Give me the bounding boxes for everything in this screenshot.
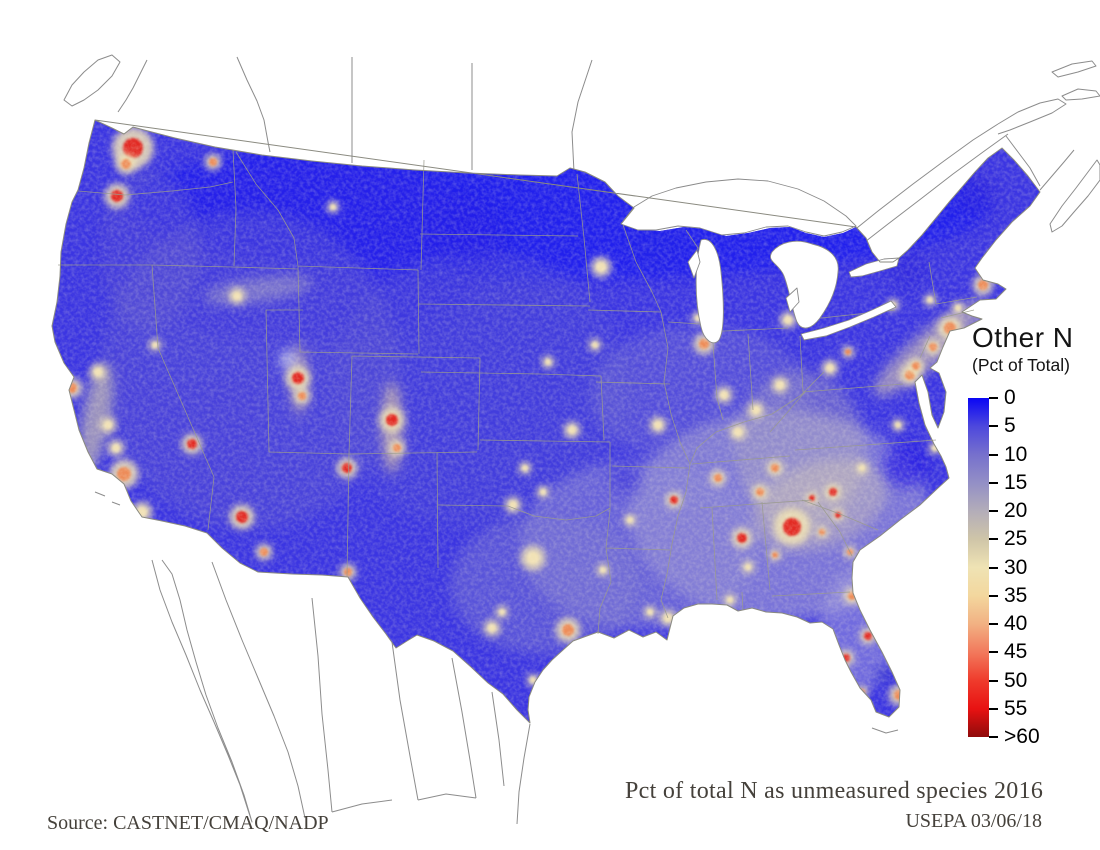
- colorbar-tick-label: 30: [1004, 555, 1028, 579]
- colorbar: [968, 398, 989, 737]
- legend-title: Other N: [972, 322, 1074, 353]
- colorbar-tick-label: 5: [1004, 414, 1016, 438]
- colorbar-tick: [989, 707, 998, 710]
- coahuila-nuevo-leon-border: [451, 657, 477, 799]
- tamaulipas-coast: [516, 723, 531, 825]
- anticosti-outline: [1051, 60, 1097, 78]
- st-lawrence-north-bank: [841, 123, 999, 241]
- state-borders: [58, 149, 978, 635]
- mexico-interior-lines: [331, 793, 477, 813]
- bc-alberta-border: [236, 56, 271, 153]
- colorbar-tick: [989, 453, 998, 456]
- sonora-chihuahua-border: [311, 597, 333, 813]
- channel-islands: [94, 491, 121, 506]
- baja-outline: [151, 559, 253, 823]
- lake-erie: [800, 300, 897, 341]
- saginaw-bay: [785, 287, 800, 313]
- data-source-note: Source: CASTNET/CMAQ/NADP: [47, 812, 329, 834]
- figure-caption: Pct of total N as unmeasured species 201…: [625, 778, 1044, 804]
- sonora-coast: [211, 561, 306, 819]
- florida-keys: [871, 727, 899, 734]
- chihuahua-coahuila-border: [391, 641, 419, 801]
- colorbar-tick-label: 50: [1004, 668, 1028, 692]
- colorbar-tick: [989, 481, 998, 484]
- colorbar-tick-label: 25: [1004, 527, 1028, 551]
- colorbar-tick: [989, 623, 998, 625]
- agency-datestamp: USEPA 03/06/18: [905, 810, 1042, 832]
- colorbar-tick-label: 20: [1004, 499, 1028, 522]
- nova-scotia-outline: [1049, 159, 1100, 233]
- great-lakes: [620, 178, 900, 344]
- colorbar-tick-label: 45: [1004, 640, 1028, 664]
- legend-subtitle: (Pct of Total): [972, 355, 1070, 375]
- gaspe-outline: [997, 98, 1067, 135]
- pei-outline: [1061, 88, 1100, 101]
- lake-ontario: [848, 257, 900, 278]
- new-brunswick-coast: [1005, 135, 1075, 191]
- colorbar-tick: [989, 510, 998, 512]
- hotspot-portland-me: [992, 252, 998, 258]
- us-outline: [51, 119, 1041, 724]
- colorbar-tick: [989, 566, 998, 569]
- colorbar-tick: [989, 736, 998, 738]
- lake-superior: [620, 178, 857, 237]
- bc-coast-outline: [117, 59, 148, 113]
- colorbar-tick-label: >60: [1004, 725, 1040, 748]
- nuevo-leon-tamaulipas-border: [491, 691, 505, 787]
- colorbar-tick: [989, 651, 998, 654]
- colorbar-tick-label: 55: [1004, 696, 1028, 720]
- vancouver-island-outline: [63, 54, 121, 107]
- manitoba-ontario-border: [571, 59, 593, 173]
- lake-michigan: [695, 238, 724, 344]
- lake-huron: [770, 240, 839, 329]
- colorbar-tick-label: 0: [1004, 386, 1016, 409]
- st-lawrence-south-bank: [851, 133, 1009, 253]
- colorbar-tick: [989, 594, 998, 597]
- green-bay: [687, 249, 701, 279]
- colorbar-tick: [989, 425, 998, 428]
- colorbar-tick: [989, 679, 998, 682]
- hotspot-halo-portland-me: [988, 248, 1002, 262]
- colorbar-tick: [989, 538, 998, 541]
- colorbar-tick: [989, 397, 998, 399]
- colorbar-tick-label: 10: [1004, 442, 1028, 466]
- colorbar-tick-label: 35: [1004, 583, 1028, 607]
- neighbor-outlines: [63, 54, 1100, 825]
- colorbar-tick-label: 40: [1004, 612, 1028, 635]
- colorbar-tick-label: 15: [1004, 470, 1028, 494]
